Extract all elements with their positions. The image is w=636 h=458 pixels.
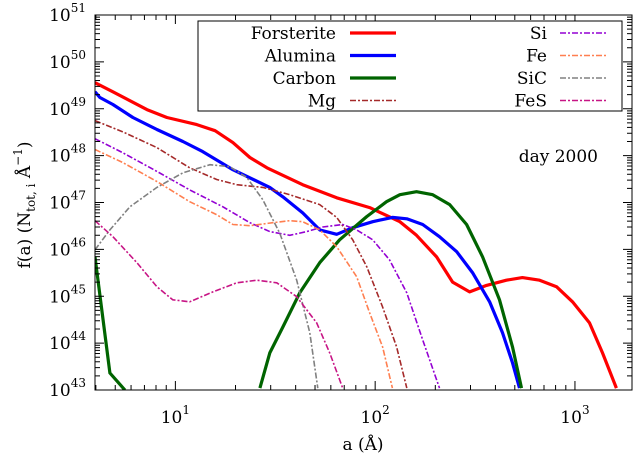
legend-box [197,20,623,112]
legend-label: Forsterite [251,24,336,44]
legend-label: Alumina [264,47,336,67]
y-axis-label-sup: −1 [11,148,25,166]
y-tick-label: 1043 [49,376,86,401]
series-line-mg [95,119,408,389]
y-tick-label: 1048 [49,142,86,167]
series-line-fe [95,148,394,389]
legend-item-alumina: Alumina [264,47,396,67]
series-line-carbon [258,190,524,389]
legend-label: Mg [308,92,336,112]
annotation-day: day 2000 [519,147,598,167]
legend-label: FeS [514,92,547,112]
y-tick-label: 1045 [49,282,86,307]
legend-label: Fe [526,47,547,67]
x-axis-label: a (Å) [342,434,383,455]
y-tick-label: 1049 [49,95,86,120]
y-tick-label: 1044 [49,329,86,354]
y-axis-label: f(a) (Ntot, i Å−1) [11,142,38,269]
series-line-si [95,137,441,389]
y-tick-label: 1047 [49,189,86,214]
legend-item-fe: Fe [526,47,607,67]
legend-label: SiC [517,69,547,89]
y-tick-label: 1051 [49,1,86,26]
legend-item-sic: SiC [517,69,607,89]
y-axis-label-main: f(a) (N [15,212,35,269]
series-layer [95,81,618,390]
series-line-forsterite [95,81,618,389]
y-tick-label: 1046 [49,235,86,260]
series-line-fes [95,220,344,389]
x-tick-label: 103 [560,403,589,428]
legend-item-carbon: Carbon [273,69,396,89]
series-line-alumina [95,90,522,389]
y-tick-label: 1050 [49,48,86,73]
legend-item-si: Si [530,24,607,44]
legend-item-forsterite: Forsterite [251,24,396,44]
series-line-sic [95,163,319,389]
ticks-layer: 101 102 103 1043 1044 1045 1046 1047 1048 1049 105… [49,1,632,428]
legend-item-fes: FeS [514,92,607,112]
y-axis-label-close: ) [15,142,35,149]
x-tick-label: 102 [361,403,390,428]
legend-label: Si [530,24,548,44]
x-tick-label: 101 [161,403,190,428]
legend-label: Carbon [273,69,336,89]
y-axis-label-unit: Å [14,165,35,183]
series-line-carbon [95,256,127,390]
legend-item-mg: Mg [308,92,396,112]
y-axis-label-sub: tot, i [24,183,38,211]
